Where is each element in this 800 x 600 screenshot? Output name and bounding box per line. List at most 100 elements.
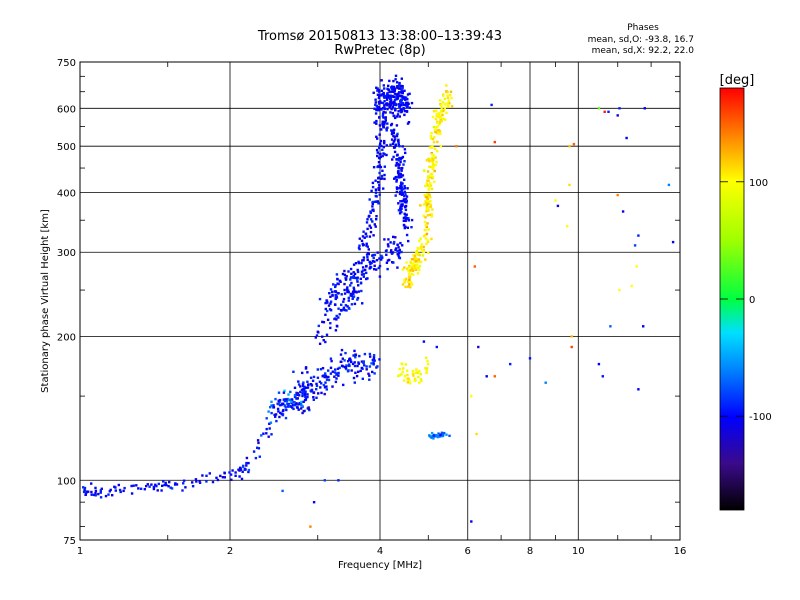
data-point — [349, 284, 352, 287]
data-point — [422, 249, 425, 253]
data-point — [437, 113, 441, 116]
data-point — [429, 200, 432, 203]
data-point — [402, 216, 406, 220]
data-point — [338, 366, 341, 369]
data-point — [301, 392, 304, 395]
stats-title: Phases — [627, 23, 659, 33]
data-point — [334, 285, 337, 289]
data-point — [365, 368, 368, 371]
data-point — [400, 84, 403, 88]
data-point — [216, 478, 220, 482]
data-point — [382, 145, 385, 149]
data-point — [252, 450, 256, 453]
data-point — [269, 421, 273, 424]
data-point — [416, 252, 419, 255]
data-point — [324, 340, 327, 344]
data-point — [393, 150, 397, 154]
data-point — [353, 364, 357, 368]
data-point — [371, 259, 375, 263]
data-point — [399, 94, 402, 98]
data-point — [618, 288, 621, 292]
data-point — [438, 99, 442, 102]
data-point — [431, 153, 434, 156]
data-points — [82, 74, 675, 528]
data-point — [389, 111, 392, 114]
data-point — [361, 302, 364, 305]
data-point — [372, 256, 375, 260]
data-point — [275, 419, 278, 423]
data-point — [384, 111, 387, 114]
data-point — [357, 260, 360, 264]
data-point — [374, 103, 377, 107]
data-point — [424, 228, 428, 232]
data-point — [285, 400, 289, 403]
data-point — [401, 96, 404, 99]
data-point — [406, 187, 409, 190]
data-point — [376, 151, 379, 154]
data-point — [340, 348, 344, 352]
data-point — [419, 237, 422, 240]
data-point — [428, 185, 431, 188]
data-point — [169, 486, 172, 489]
data-point — [404, 103, 408, 107]
data-point — [337, 316, 340, 319]
data-point — [443, 97, 447, 101]
data-point — [361, 266, 365, 269]
data-point — [425, 232, 429, 236]
data-point — [182, 479, 186, 482]
data-point — [281, 489, 284, 493]
data-point — [410, 218, 414, 222]
data-point — [378, 164, 381, 167]
data-point — [425, 196, 428, 199]
data-point — [344, 277, 348, 281]
data-point — [382, 116, 385, 119]
data-point — [418, 268, 421, 272]
data-point — [401, 283, 405, 286]
data-point — [420, 243, 424, 246]
stats-line-x: mean, sd,X: 92.2, 22.0 — [592, 46, 695, 56]
data-point — [391, 142, 395, 145]
data-point — [566, 225, 569, 228]
data-point — [245, 464, 248, 467]
data-point — [241, 470, 244, 473]
data-point — [256, 446, 259, 449]
data-point — [256, 439, 260, 442]
y-axis-label: Stationary phase Virtual Height [km] — [40, 209, 51, 393]
data-point — [432, 437, 435, 440]
data-point — [401, 268, 405, 271]
data-point — [405, 233, 409, 237]
data-point — [393, 89, 396, 92]
data-point — [376, 93, 380, 96]
data-point — [392, 146, 396, 149]
data-point — [413, 257, 417, 260]
data-point — [572, 142, 576, 146]
data-point — [274, 415, 277, 418]
data-point — [346, 290, 349, 294]
data-point — [407, 269, 410, 272]
data-point — [337, 371, 340, 375]
data-point — [385, 153, 388, 157]
data-point — [405, 105, 409, 109]
data-point — [359, 369, 362, 373]
data-point — [400, 88, 403, 92]
data-point — [375, 104, 378, 108]
data-point — [406, 98, 409, 101]
data-point — [377, 266, 380, 270]
data-point — [408, 382, 412, 385]
data-point — [404, 363, 407, 366]
data-point — [320, 391, 323, 395]
data-point — [403, 190, 406, 194]
data-point — [362, 244, 365, 247]
data-point — [394, 78, 397, 81]
data-point — [416, 263, 419, 266]
data-point — [181, 489, 184, 492]
data-point — [406, 373, 409, 377]
data-point — [406, 226, 409, 229]
data-point — [287, 402, 290, 406]
data-point — [307, 406, 310, 409]
data-point — [165, 483, 168, 487]
data-point — [385, 144, 388, 147]
data-point — [430, 237, 433, 241]
data-point — [342, 383, 345, 387]
data-point — [374, 191, 378, 194]
